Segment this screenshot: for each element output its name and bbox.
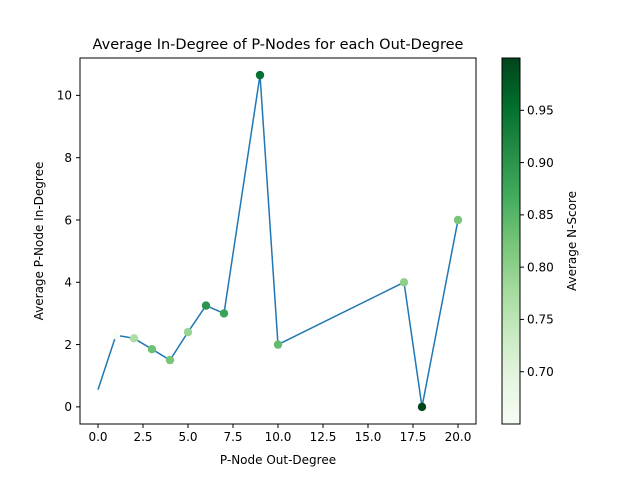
plot-area (97, 70, 463, 412)
data-point-7 (219, 309, 229, 318)
colorbar-tick-label: 0.95 (527, 104, 554, 118)
y-tick-label: 6 (64, 213, 72, 227)
x-axis-label: P-Node Out-Degree (220, 453, 336, 467)
x-tick-label: 15.0 (355, 430, 382, 444)
colorbar-tick-label: 0.75 (527, 313, 554, 327)
data-point-10 (399, 278, 409, 287)
y-tick-label: 0 (64, 400, 72, 414)
colorbar-tick-label: 0.90 (527, 156, 554, 170)
colorbar-label: Average N-Score (565, 191, 579, 291)
x-axis: 0.0 2.5 5.0 7.5 10.0 12.5 15.0 17.5 20.0 (88, 424, 471, 444)
y-tick-label: 2 (64, 338, 72, 352)
chart-title: Average In-Degree of P-Nodes for each Ou… (93, 37, 464, 53)
data-point-5 (183, 327, 193, 337)
y-tick-label: 4 (64, 276, 72, 290)
data-point-1 (111, 331, 121, 340)
data-point-4 (165, 355, 175, 365)
y-tick-label: 8 (64, 151, 72, 165)
y-axis-label: Average P-Node In-Degree (32, 162, 46, 321)
x-tick-label: 10.0 (265, 430, 292, 444)
x-tick-label: 0.0 (88, 430, 107, 444)
data-point-3 (147, 345, 157, 354)
y-tick-label: 10 (57, 89, 72, 103)
data-point-6 (201, 301, 211, 310)
data-point-2 (129, 334, 139, 343)
y-axis: 0 2 4 6 8 10 (57, 89, 80, 414)
data-point-9 (273, 340, 283, 349)
colorbar-tick-label: 0.80 (527, 260, 554, 274)
colorbar-tick-label: 0.70 (527, 365, 554, 379)
x-tick-label: 5.0 (178, 430, 197, 444)
x-tick-label: 2.5 (133, 430, 152, 444)
x-tick-label: 20.0 (445, 430, 472, 444)
series-line (97, 74, 459, 408)
colorbar-axis: 0.70 0.75 0.80 0.85 0.90 0.95 (520, 104, 554, 379)
x-tick-label: 12.5 (310, 430, 337, 444)
data-point-11 (417, 402, 427, 412)
data-point-12 (453, 215, 463, 225)
x-tick-label: 17.5 (400, 430, 427, 444)
data-point-8 (255, 70, 265, 80)
x-tick-label: 7.5 (223, 430, 242, 444)
colorbar-tick-label: 0.85 (527, 208, 554, 222)
colorbar (501, 57, 521, 425)
